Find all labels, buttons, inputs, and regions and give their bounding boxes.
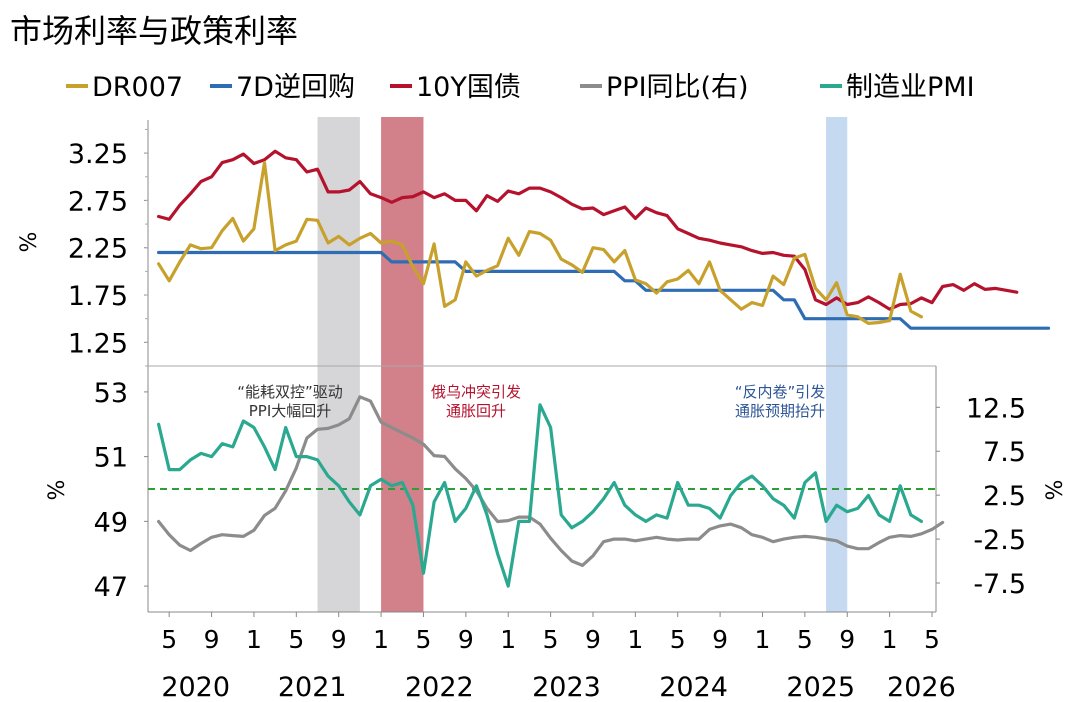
xtick-month-label: 9 [839, 625, 855, 654]
xtick-month-label: 1 [373, 625, 389, 654]
bottom-left-ytick-label: 51 [94, 443, 128, 474]
xtick-month-label: 1 [755, 625, 771, 654]
xaxis-year-label: 2023 [532, 672, 601, 702]
xtick-month-label: 9 [331, 625, 347, 654]
shaded-period-3 [826, 117, 848, 612]
bottom-right-ytick-label: 7.5 [983, 437, 1026, 468]
xaxis-year-label: 2024 [659, 672, 728, 702]
xtick-month-label: 1 [246, 625, 262, 654]
top-ytick-label: 1.75 [68, 281, 128, 312]
xaxis-year-label: 2022 [405, 672, 474, 702]
xaxis-year-label: 2020 [161, 672, 230, 702]
series-10y-bond-line [157, 149, 1019, 311]
xtick-month-label: 9 [585, 625, 601, 654]
xaxis-year-label: 2025 [786, 672, 855, 702]
xaxis-year-label: 2026 [887, 672, 956, 702]
top-ytick-label: 2.25 [68, 234, 128, 265]
xtick-month-label: 1 [627, 625, 643, 654]
shaded-periods [317, 117, 848, 612]
bottom-right-ytick-label: -2.5 [973, 525, 1026, 556]
tick-labels: 3.252.752.251.751.255351494712.57.52.5-2… [17, 128, 1068, 702]
xtick-month-label: 5 [543, 625, 559, 654]
legend-label: 制造业PMI [846, 72, 975, 103]
xtick-month-label: 1 [882, 625, 898, 654]
xaxis-year-label: 2021 [278, 672, 347, 702]
bottom-left-ytick-label: 47 [94, 572, 128, 603]
series-7d-reverse-repo-line [157, 250, 1051, 330]
bottom-right-ytick-label: -7.5 [973, 569, 1026, 600]
bottom-left-ylabel: % [45, 480, 70, 501]
annotation-text: “反内卷”引发 [735, 383, 826, 401]
annotation-text: 俄乌冲突引发 [431, 383, 521, 401]
top-ytick-label: 2.75 [68, 186, 128, 217]
xtick-month-label: 9 [712, 625, 728, 654]
xtick-month-label: 5 [288, 625, 304, 654]
annotation-text: 通胀回升 [446, 402, 506, 420]
xtick-month-label: 5 [416, 625, 432, 654]
xtick-month-label: 9 [204, 625, 220, 654]
series-lines [157, 149, 1051, 588]
xtick-month-label: 5 [670, 625, 686, 654]
top-ylabel: % [17, 232, 42, 253]
legend-label: DR007 [92, 72, 183, 103]
legend-label: 7D逆回购 [236, 72, 355, 103]
legend: DR007 7D逆回购 10Y国债 PPI同比(右) 制造业PMI [66, 72, 975, 103]
annotation-text: “能耗双控”驱动 [237, 383, 343, 401]
annotation-text: PPI大幅回升 [249, 402, 332, 420]
xtick-month-label: 5 [161, 625, 177, 654]
legend-label: PPI同比(右) [606, 72, 749, 103]
bottom-right-ylabel: % [1043, 480, 1068, 501]
series-dr007-line [157, 161, 924, 325]
top-ytick-label: 3.25 [68, 139, 128, 170]
xtick-month-label: 1 [500, 625, 516, 654]
bottom-right-ytick-label: 2.5 [983, 481, 1026, 512]
annotation-text: 通胀预期抬升 [735, 402, 825, 420]
chart-title: 市场利率与政策利率 [10, 12, 298, 50]
shaded-period-1 [317, 117, 360, 612]
series-pmi-line [157, 403, 924, 588]
bottom-right-ytick-label: 12.5 [966, 393, 1026, 424]
xtick-month-label: 5 [797, 625, 813, 654]
xtick-month-label: 9 [458, 625, 474, 654]
xtick-month-label: 5 [924, 625, 940, 654]
series-ppi-line [157, 395, 945, 568]
bottom-left-ytick-label: 53 [94, 378, 128, 409]
bottom-left-ytick-label: 49 [94, 507, 128, 538]
legend-label: 10Y国债 [416, 72, 521, 103]
top-ytick-label: 1.25 [68, 328, 128, 359]
